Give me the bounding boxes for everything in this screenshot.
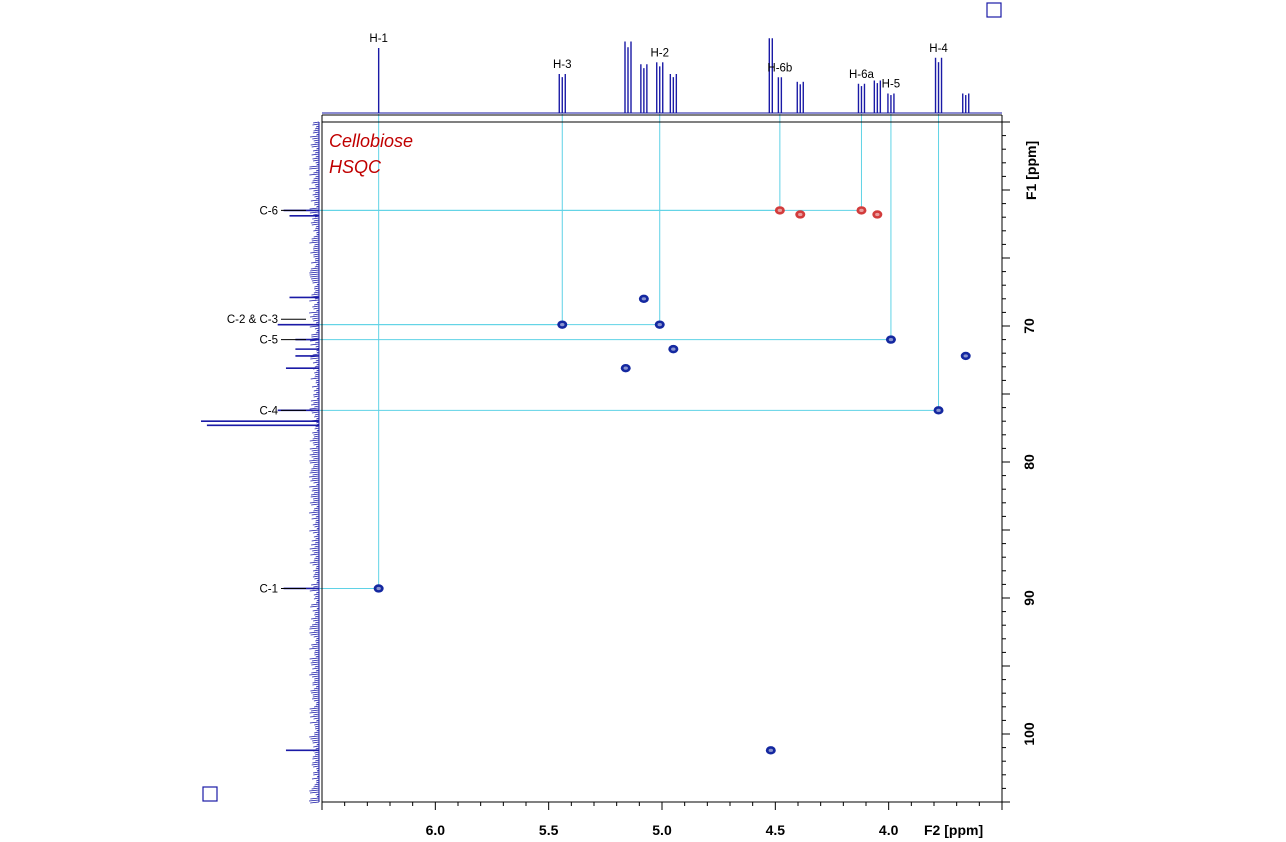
carbon-peak-label: C-2 & C-3 <box>227 314 278 326</box>
chart-title-line-1: Cellobiose <box>329 131 413 151</box>
carbon-peak-label: C-4 <box>259 405 278 417</box>
x-tick-label: 4.0 <box>879 822 899 838</box>
cross-peak-contour <box>798 212 803 217</box>
y-tick-label: 70 <box>1021 318 1037 334</box>
cross-peak-contour <box>859 208 864 212</box>
y-tick-label: 80 <box>1021 454 1037 470</box>
cross-peak-contour <box>657 323 662 327</box>
cross-peak-contour <box>671 347 676 351</box>
bottom-left-corner-box[interactable] <box>202 786 218 802</box>
proton-peak-label: H-3 <box>553 59 572 71</box>
proton-peak-label: H-4 <box>929 43 948 55</box>
cross-peak-contour <box>875 212 880 217</box>
proton-peak-label: H-5 <box>882 79 901 91</box>
carbon-peak-label: C-6 <box>259 205 278 217</box>
cross-peak-contour <box>936 408 941 412</box>
cross-peak-contour <box>376 586 381 591</box>
proton-peak-label: H-2 <box>650 47 669 59</box>
y-axis-title: F1 [ppm] <box>1023 141 1039 200</box>
cross-peaks <box>373 206 971 755</box>
x-tick-label: 6.0 <box>426 822 446 838</box>
y-axis: 70 80 90 100 <box>1002 121 1037 803</box>
cross-peak-contour <box>623 366 628 370</box>
x-axis: 6.0 5.5 5.0 4.5 4.0 <box>321 802 1003 838</box>
proton-1d-spectrum: H-1 H-3 H-2 H-6b H-6a H-5 H-4 <box>322 33 1002 114</box>
x-tick-label: 4.5 <box>766 822 786 838</box>
correlation-guides <box>306 114 940 589</box>
x-tick-label: 5.0 <box>652 822 672 838</box>
carbon-peak-label: C-5 <box>259 335 278 347</box>
cross-peak-contour <box>888 338 894 342</box>
carbon-peak-label: C-1 <box>259 583 278 595</box>
plot-frame <box>321 121 1003 803</box>
proton-peak-label: H-6b <box>767 62 792 74</box>
cross-peak-contour <box>560 323 565 327</box>
top-right-corner-box[interactable] <box>986 2 1002 18</box>
cross-peak-contour <box>777 208 783 212</box>
y-tick-label: 90 <box>1021 590 1037 606</box>
cross-peak-contour <box>963 354 968 358</box>
y-tick-label: 100 <box>1021 722 1037 746</box>
x-tick-label: 5.5 <box>539 822 559 838</box>
proton-peak-label: H-1 <box>369 33 388 45</box>
cross-peak-contour <box>641 297 647 301</box>
cross-peak-contour <box>768 748 773 752</box>
carbon-spectrum-noise <box>308 121 320 804</box>
proton-peak-label: H-6a <box>849 69 875 81</box>
chart-title-line-2: HSQC <box>329 157 382 177</box>
x-axis-title: F2 [ppm] <box>924 822 983 838</box>
carbon-1d-spectrum: C-6 C-2 & C-3 C-5 C-4 C-1 <box>201 121 320 804</box>
